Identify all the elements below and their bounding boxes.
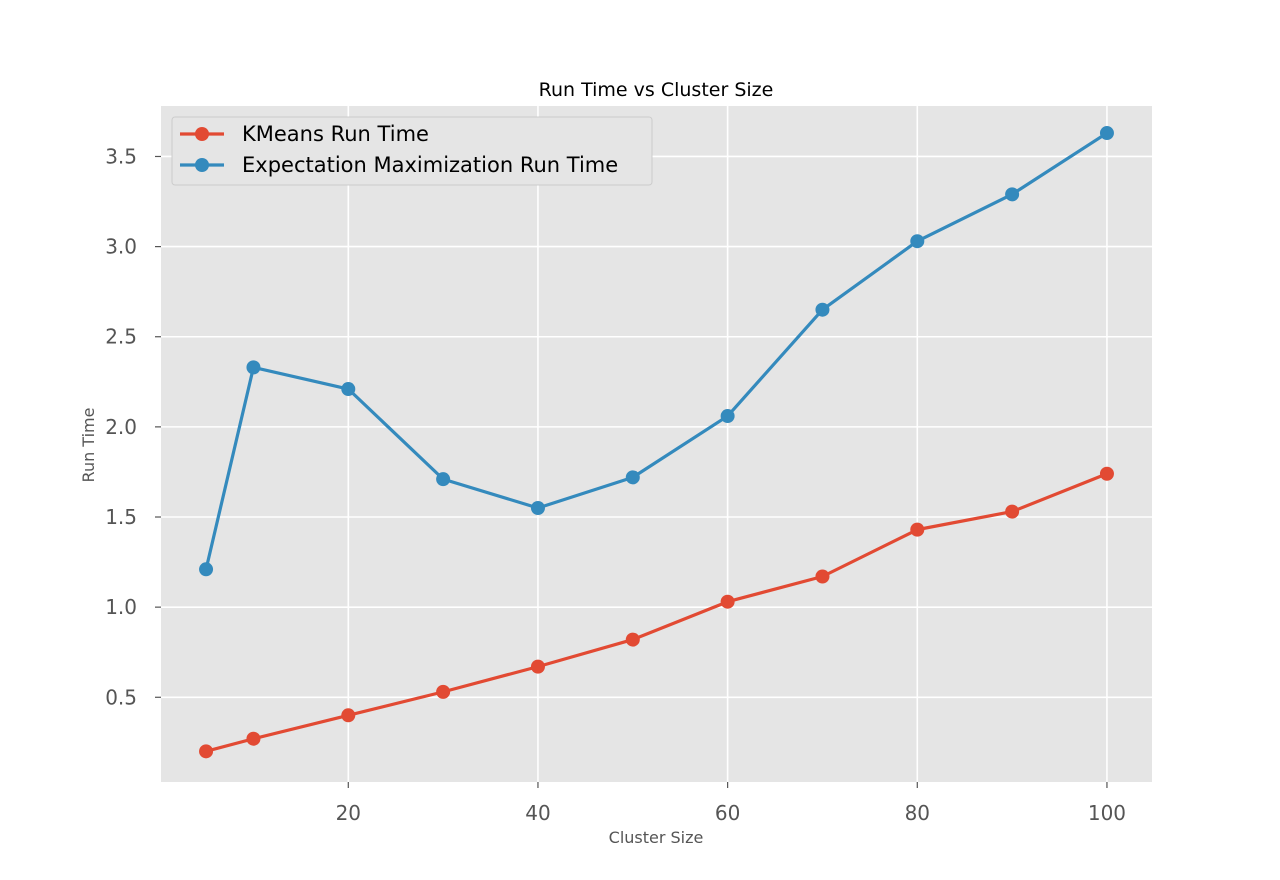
- y-axis-label: Run Time: [79, 408, 98, 483]
- x-tick-label: 80: [905, 801, 930, 825]
- data-point-series-2: [530, 500, 545, 515]
- y-tick-label: 1.5: [105, 505, 137, 529]
- data-point-series-1: [341, 708, 356, 723]
- data-point-series-2: [910, 234, 925, 249]
- data-point-series-1: [199, 744, 214, 759]
- legend-label-1: KMeans Run Time: [242, 122, 429, 146]
- y-tick-label: 3.0: [105, 235, 137, 259]
- data-point-series-1: [815, 569, 830, 584]
- legend-box: [171, 116, 653, 186]
- data-point-series-2: [1099, 126, 1114, 141]
- x-tick-label: 20: [336, 801, 361, 825]
- y-tick-label: 1.0: [105, 595, 137, 619]
- data-point-series-2: [199, 562, 214, 577]
- legend: KMeans Run Time Expectation Maximization …: [171, 116, 653, 186]
- y-tick-label: 0.5: [105, 685, 137, 709]
- y-tick-label: 2.0: [105, 415, 137, 439]
- data-point-series-2: [436, 472, 451, 487]
- plot-area: [161, 106, 1152, 782]
- y-axis-ticks: 0.5 1.0 1.5 2.0 2.5 3.0 3.5: [105, 144, 161, 709]
- data-point-series-1: [625, 632, 640, 647]
- data-point-series-1: [910, 522, 925, 537]
- data-point-series-2: [815, 302, 830, 317]
- data-point-series-2: [341, 382, 356, 397]
- y-tick-label: 3.5: [105, 144, 137, 168]
- x-axis-label: Cluster Size: [609, 828, 704, 847]
- legend-marker-2: [195, 158, 209, 172]
- data-point-series-1: [530, 659, 545, 674]
- x-axis-ticks: 20 40 60 80 100: [336, 782, 1126, 825]
- data-point-series-2: [625, 470, 640, 485]
- legend-label-2: Expectation Maximization Run Time: [242, 153, 618, 177]
- x-tick-label: 100: [1088, 801, 1126, 825]
- chart-title: Run Time vs Cluster Size: [539, 79, 774, 101]
- data-point-series-1: [1005, 504, 1020, 519]
- x-tick-label: 40: [525, 801, 550, 825]
- data-point-series-1: [246, 731, 261, 746]
- data-point-series-2: [1005, 187, 1020, 202]
- x-tick-label: 60: [715, 801, 740, 825]
- legend-marker-1: [195, 127, 209, 141]
- data-point-series-1: [720, 594, 735, 609]
- data-point-series-1: [436, 684, 451, 699]
- y-tick-label: 2.5: [105, 325, 137, 349]
- data-point-series-1: [1099, 466, 1114, 481]
- data-point-series-2: [246, 360, 261, 375]
- series-layer: [199, 126, 1114, 759]
- data-point-series-2: [720, 409, 735, 424]
